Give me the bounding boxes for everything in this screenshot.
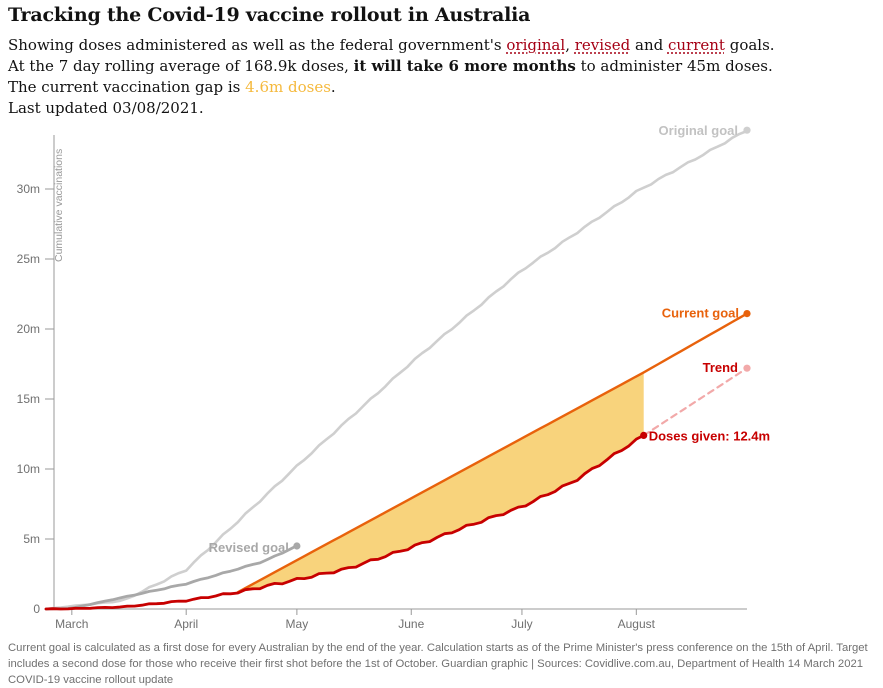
y-tick-label: 15m [17, 392, 40, 406]
x-tick-label: May [286, 617, 309, 631]
revised-goal-link[interactable]: revised [574, 36, 631, 54]
original-end-point [743, 126, 751, 134]
y-tick-label: 0 [33, 602, 40, 616]
y-tick-label: 25m [17, 252, 40, 266]
subtitle-emphasis: it will take 6 more months [353, 57, 576, 75]
x-tick-label: June [398, 617, 424, 631]
chart-title: Tracking the Covid-19 vaccine rollout in… [8, 4, 531, 26]
original-series-line [44, 128, 749, 611]
subtitle-text: The current vaccination gap is [8, 78, 246, 96]
doses-annotation: Doses given: 12.4m [649, 428, 770, 443]
axes-layer: 0 5m 10m 15m 20m 25m 30m March April May June July A… [17, 135, 747, 631]
current-end-point [743, 310, 751, 318]
y-tick-label: 10m [17, 462, 40, 476]
subtitle-text: , [565, 36, 575, 54]
subtitle-text: and [630, 36, 668, 54]
vaccination-gap-value: 4.6m doses [245, 78, 331, 96]
subtitle-text: . [330, 78, 336, 96]
trend-end-point [743, 364, 751, 372]
trend-series-line [642, 367, 749, 437]
last-updated: Last updated 03/08/2021. [8, 99, 204, 117]
subtitle-text: goals. [724, 36, 775, 54]
footnote: Current goal is calculated as a first do… [8, 642, 868, 686]
x-tick-label: April [174, 617, 198, 631]
y-axis-label: Cumulative vaccinations [53, 149, 65, 262]
revised-series-line [44, 544, 299, 611]
original-goal-link[interactable]: original [506, 36, 566, 54]
current-series-line [236, 312, 749, 594]
x-tick-label: March [55, 617, 88, 631]
current-annotation: Current goal [662, 306, 739, 321]
chart-subtitle: Showing doses administered as well as th… [8, 35, 775, 119]
subtitle-line-3: The current vaccination gap is 4.6m dose… [8, 77, 775, 98]
annotation-layer: Original goal Revised goal Current goal Tre… [209, 123, 770, 555]
y-tick-label: 5m [23, 532, 40, 546]
x-tick-label: July [511, 617, 532, 631]
x-tick-label: August [618, 617, 656, 631]
doses-end-point [640, 431, 648, 439]
subtitle-text: Showing doses administered as well as th… [8, 36, 507, 54]
doses-series-line [44, 434, 646, 611]
subtitle-line-2: At the 7 day rolling average of 168.9k d… [8, 56, 775, 77]
subtitle-text: At the 7 day rolling average of 168.9k d… [8, 57, 354, 75]
current-goal-link[interactable]: current [667, 36, 725, 54]
y-tick-label: 20m [17, 322, 40, 336]
subtitle-line-1: Showing doses administered as well as th… [8, 35, 775, 56]
revised-end-point [293, 542, 301, 550]
series-layer [44, 126, 751, 611]
subtitle-text: to administer 45m doses. [575, 57, 773, 75]
revised-annotation: Revised goal [209, 540, 289, 555]
trend-annotation: Trend [703, 360, 738, 375]
original-annotation: Original goal [659, 123, 738, 138]
y-tick-label: 30m [17, 182, 40, 196]
vaccine-rollout-chart: 0 5m 10m 15m 20m 25m 30m March April May June July A… [17, 123, 770, 631]
